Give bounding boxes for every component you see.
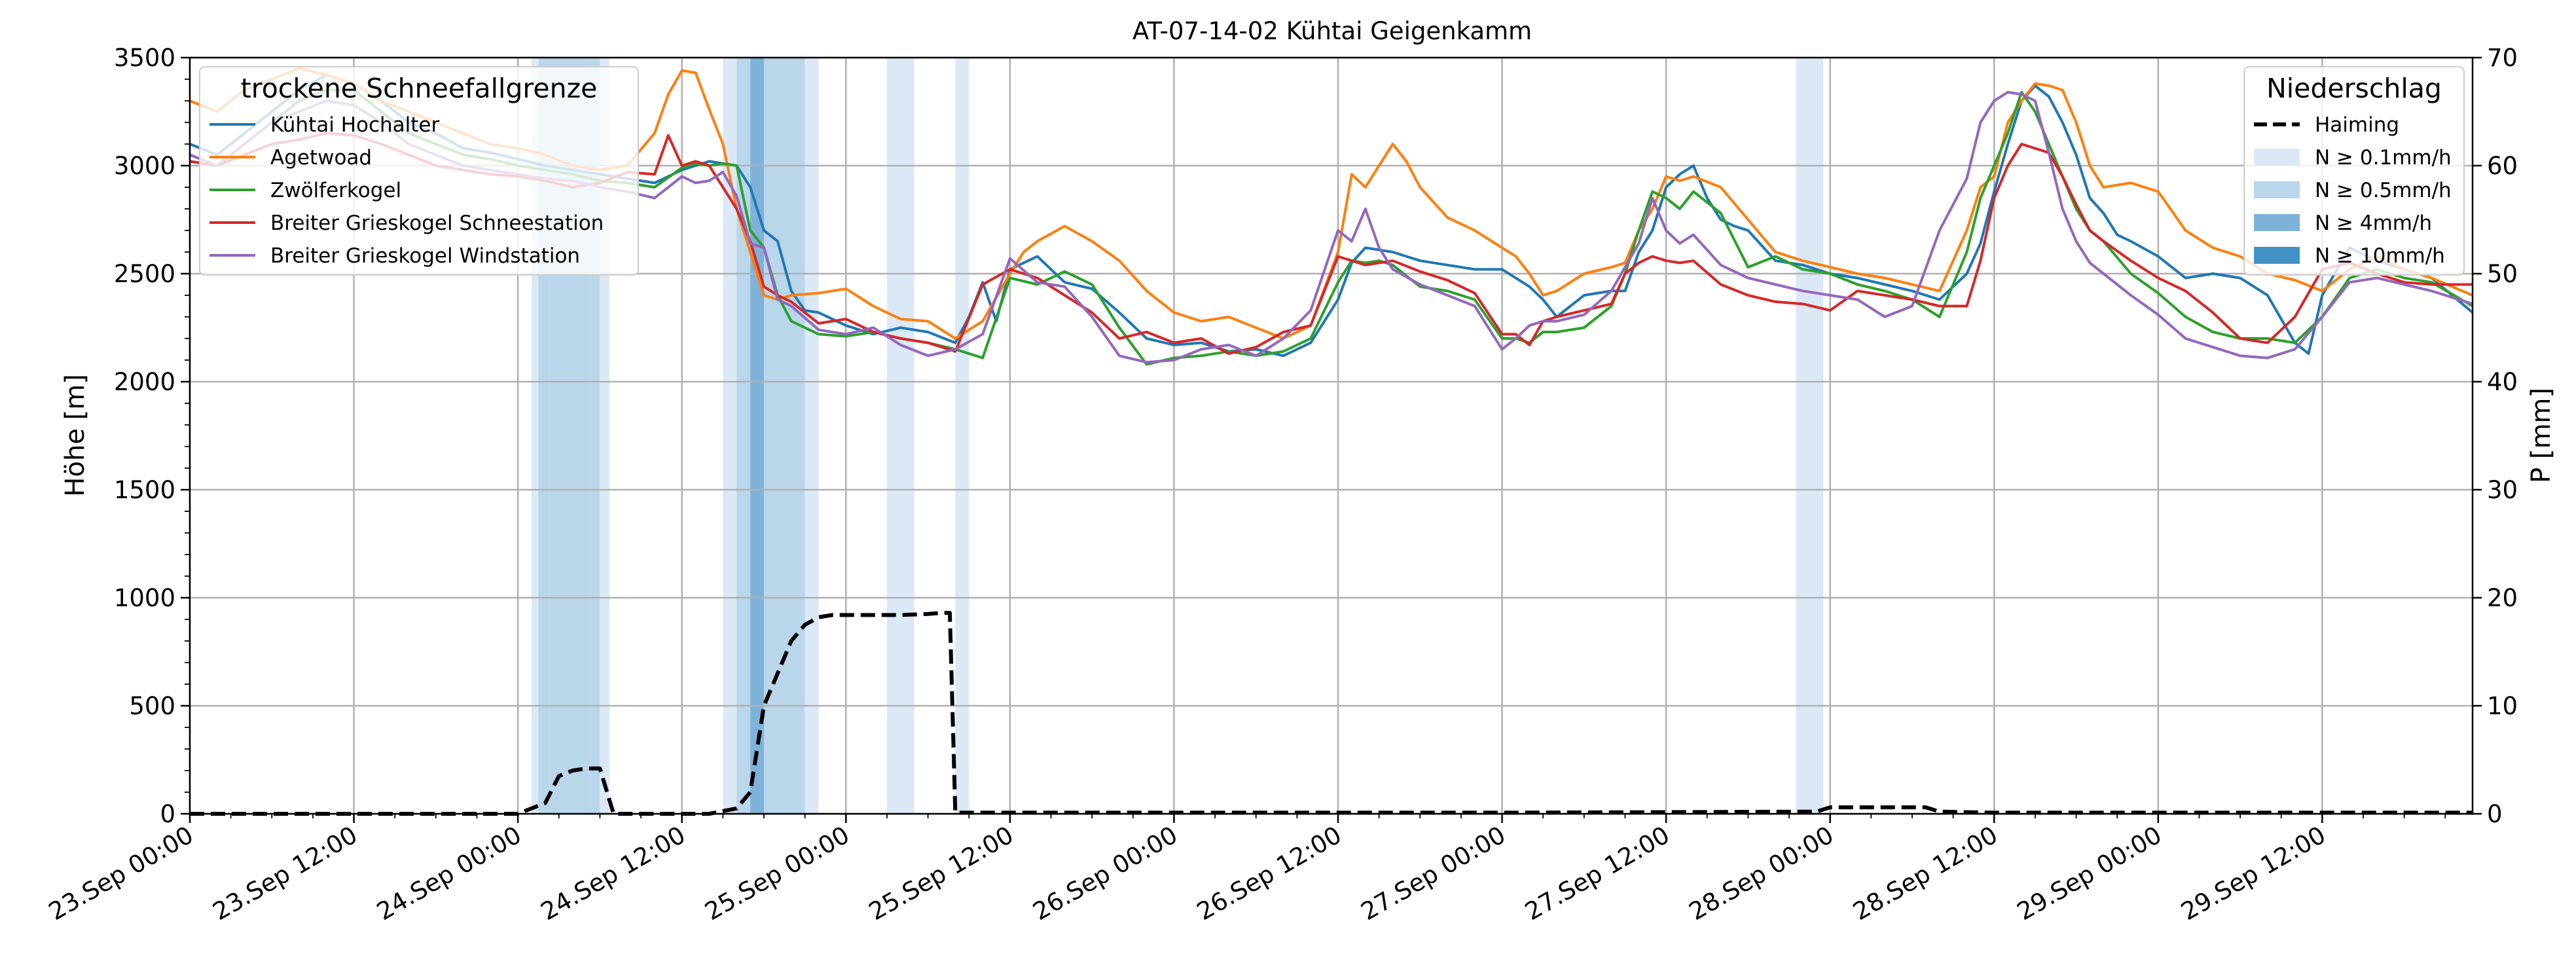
precip-band-9: [805, 58, 819, 814]
y-right-tick-label-1: 10: [2487, 692, 2518, 720]
y-left-tick-label-1: 500: [129, 692, 175, 720]
legend-precip-entry-1: N ≥ 0.1mm/h: [2315, 146, 2452, 170]
y-right-tick-label-4: 40: [2487, 368, 2518, 396]
y-right-tick-label-3: 30: [2487, 476, 2518, 504]
y-axis-left-label: Höhe [m]: [60, 374, 90, 496]
legend-snow: trockene Schneefallgrenze Kühtai Hochalte…: [199, 66, 639, 276]
y-right-tick-label-6: 60: [2487, 152, 2518, 180]
legend-precip: Niederschlag Haiming N ≥ 0.1mm/h N ≥ 0.5mm/…: [2243, 66, 2465, 276]
legend-snow-entry-1: Agetwoad: [270, 146, 372, 170]
legend-precip-swatch-3: [2254, 214, 2300, 231]
precip-band-7: [750, 58, 764, 814]
y-right-tick-label-2: 20: [2487, 584, 2518, 612]
legend-precip-swatch-1: [2254, 149, 2300, 166]
y-axis-left: 0 500 1000 1500 2000 2500 3000 3500: [114, 44, 190, 828]
y-left-tick-label-7: 3500: [114, 44, 175, 72]
y-left-tick-label-0: 0: [160, 800, 175, 828]
legend-precip-swatch-2: [2254, 181, 2300, 198]
precip-band-6: [736, 58, 751, 814]
y-right-tick-label-0: 0: [2487, 800, 2503, 828]
precip-band-8: [763, 58, 805, 814]
y-left-tick-label-2: 1000: [114, 584, 175, 612]
precip-band-10: [886, 58, 915, 814]
legend-snow-box: [199, 66, 639, 276]
legend-precip-title: Niederschlag: [2266, 73, 2442, 104]
series-line-5: [190, 611, 2473, 816]
series-line-4: [189, 90, 2473, 364]
y-axis-right: 0 10 20 30 40 50 60 70: [2473, 44, 2518, 828]
precip-band-5: [723, 58, 737, 814]
legend-precip-entry-2: N ≥ 0.5mm/h: [2315, 179, 2452, 202]
chart-title: AT-07-14-02 Kühtai Geigenkamm: [1133, 17, 1532, 45]
plot-frame: [189, 56, 2474, 815]
y-right-tick-label-5: 50: [2487, 260, 2518, 288]
legend-precip-entry-0: Haiming: [2315, 113, 2399, 137]
y-left-tick-label-3: 1500: [114, 476, 175, 504]
legend-snow-title: trockene Schneefallgrenze: [241, 73, 598, 104]
y-left-tick-label-4: 2000: [114, 368, 175, 396]
legend-snow-entry-2: Zwölferkogel: [270, 179, 401, 202]
y-axis-right-label: P [mm]: [2526, 388, 2556, 483]
legend-precip-entry-3: N ≥ 4mm/h: [2315, 211, 2432, 235]
series-line-1: [189, 67, 2473, 340]
legend-snow-entry-3: Breiter Grieskogel Schneestation: [270, 211, 604, 235]
precip-band-12: [1796, 58, 1824, 814]
y-right-tick-label-7: 70: [2487, 44, 2518, 72]
legend-precip-swatch-4: [2254, 247, 2300, 264]
legend-snow-entry-4: Breiter Grieskogel Windstation: [270, 244, 580, 268]
precip-band-11: [955, 58, 970, 814]
legend-snow-entry-0: Kühtai Hochalter: [270, 113, 440, 137]
precip-band-0: [532, 58, 539, 814]
y-left-tick-label-6: 3000: [114, 152, 175, 180]
y-left-tick-label-5: 2500: [114, 260, 175, 288]
legend-precip-entry-4: N ≥ 10mm/h: [2315, 244, 2445, 268]
